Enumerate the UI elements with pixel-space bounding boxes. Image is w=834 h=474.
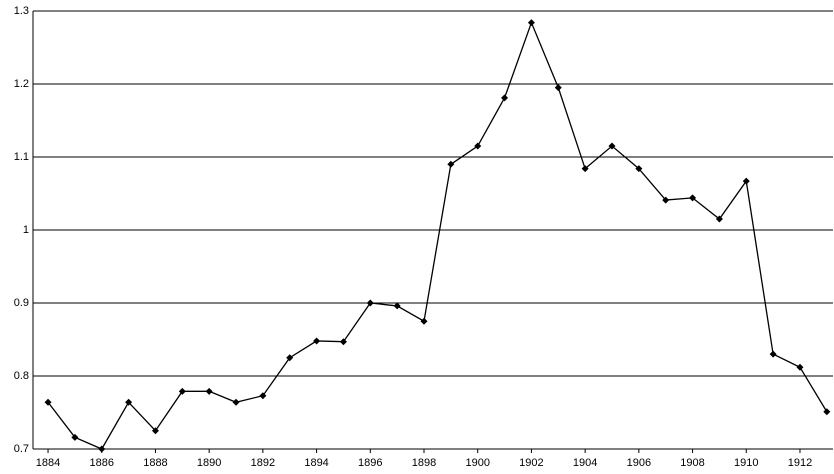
data-point (635, 165, 643, 173)
x-tick-label: 1900 (465, 457, 489, 469)
data-point (98, 445, 106, 453)
data-point (662, 196, 670, 204)
data-point (796, 363, 804, 371)
data-point (447, 160, 455, 168)
data-point (608, 142, 616, 150)
data-point (527, 19, 535, 27)
data-point (769, 350, 777, 358)
data-point (178, 387, 186, 395)
data-point (715, 215, 723, 223)
data-point (501, 94, 509, 102)
y-tick-label: 1.1 (14, 151, 29, 163)
data-point (474, 142, 482, 150)
data-line (47, 20, 828, 450)
y-tick-label: 1.3 (14, 5, 29, 17)
x-tick-label: 1906 (627, 457, 651, 469)
x-tick-label: 1894 (304, 457, 328, 469)
data-point (554, 84, 562, 92)
data-point (71, 433, 79, 441)
x-tick-label: 1908 (680, 457, 704, 469)
x-tick-label: 1886 (90, 457, 114, 469)
data-point (339, 338, 347, 346)
x-tick-label: 1912 (788, 457, 812, 469)
x-tick-label: 1892 (251, 457, 275, 469)
data-point (205, 387, 213, 395)
data-point (286, 354, 294, 362)
data-point (823, 408, 831, 416)
x-tick-label: 1890 (197, 457, 221, 469)
y-tick-label: 0.8 (14, 370, 29, 382)
x-tick-label: 1904 (573, 457, 597, 469)
data-point (125, 398, 133, 406)
data-point (393, 302, 401, 310)
y-tick-label: 0.9 (14, 297, 29, 309)
y-tick-label: 1.2 (14, 78, 29, 90)
data-point (366, 299, 374, 307)
x-tick-label: 1910 (734, 457, 758, 469)
y-tick-label: 0.7 (14, 443, 29, 455)
data-point (259, 392, 267, 400)
y-tick-label: 1 (23, 224, 29, 236)
x-tick-label: 1888 (143, 457, 167, 469)
data-point (689, 194, 697, 202)
data-point (742, 177, 750, 185)
data-point (313, 337, 321, 345)
data-point (232, 398, 240, 406)
x-tick-label: 1902 (519, 457, 543, 469)
data-point (581, 165, 589, 173)
x-tick-label: 1896 (358, 457, 382, 469)
data-point (44, 398, 52, 406)
data-point (151, 427, 159, 435)
data-point (420, 317, 428, 325)
x-tick-label: 1884 (36, 457, 60, 469)
x-tick-label: 1898 (412, 457, 436, 469)
